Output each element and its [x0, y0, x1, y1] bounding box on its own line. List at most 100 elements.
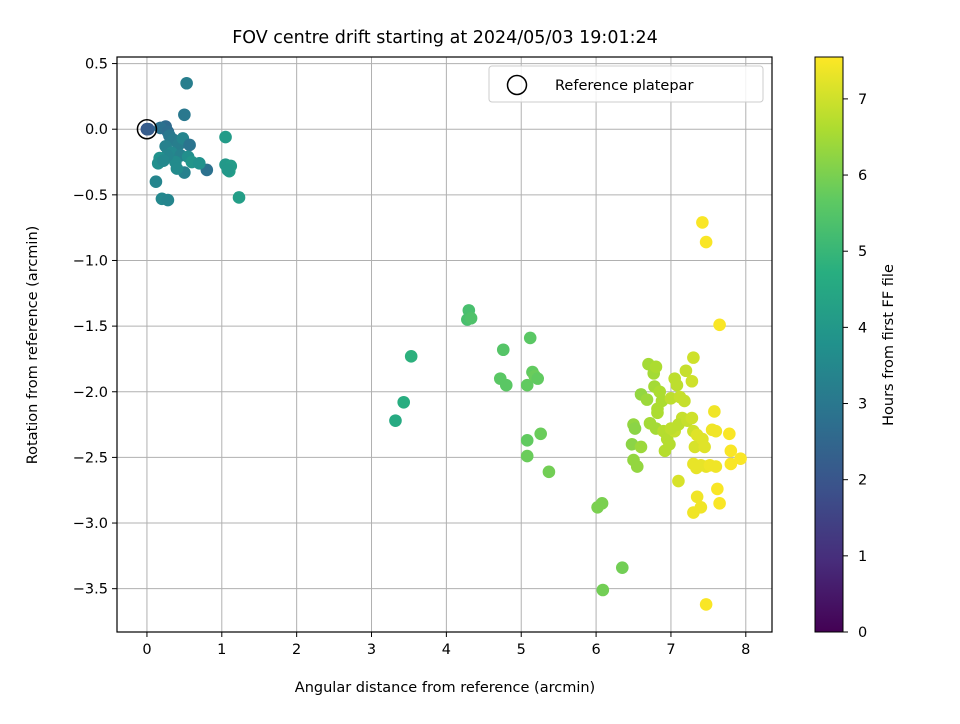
data-point [193, 157, 206, 170]
data-point [709, 460, 723, 473]
colorbar-tick-label: 3 [858, 397, 867, 413]
x-tick-label: 4 [442, 642, 451, 658]
legend-reference-label: Reference platepar [555, 78, 693, 94]
reference-platepar-marker [136, 118, 158, 140]
data-point [221, 163, 235, 177]
colorbar-tick-label: 6 [858, 168, 867, 184]
colorbar-tick-label: 7 [858, 92, 867, 108]
data-point [640, 393, 654, 406]
y-tick-label: 0.0 [85, 122, 108, 138]
data-point [499, 378, 513, 392]
data-point [404, 350, 418, 363]
data-point [397, 395, 411, 409]
data-point [596, 583, 610, 597]
data-point [183, 138, 196, 152]
data-point [685, 411, 699, 425]
data-point [157, 154, 170, 168]
data-point [713, 497, 726, 510]
grid-lines [117, 57, 772, 632]
x-axis-label: Angular distance from reference (arcmin) [295, 680, 595, 696]
data-point [520, 378, 534, 392]
data-point [687, 506, 700, 519]
data-point [698, 440, 711, 454]
data-point [161, 193, 175, 207]
plot-frame [116, 56, 773, 633]
data-point [170, 162, 184, 175]
data-point [664, 422, 678, 435]
data-point [672, 474, 685, 488]
data-point [520, 434, 534, 447]
data-point [178, 108, 191, 122]
data-point [685, 374, 699, 388]
data-point [713, 318, 726, 332]
legend-box [488, 65, 764, 103]
data-point [708, 405, 721, 418]
data-point [628, 422, 642, 435]
data-point [678, 394, 691, 408]
colorbar-tick-label: 1 [858, 549, 867, 565]
data-point [142, 122, 155, 136]
y-tick-label: −3.5 [73, 582, 108, 598]
data-point [724, 444, 738, 458]
legend: Reference platepar [488, 65, 764, 103]
colorbar-gradient [814, 56, 844, 633]
x-tick-label: 6 [591, 642, 600, 658]
data-point [734, 452, 747, 466]
data-point [389, 414, 402, 427]
data-point [649, 360, 663, 374]
data-point [696, 216, 709, 229]
data-point [670, 378, 684, 392]
colorbar-tick-label: 2 [858, 473, 867, 489]
data-point [679, 364, 693, 378]
chart-title: FOV centre drift starting at 2024/05/03 … [232, 28, 658, 48]
y-tick-label: −1.5 [73, 319, 108, 335]
data-point [534, 427, 547, 441]
data-point [663, 437, 676, 451]
data-point [595, 497, 609, 510]
data-point [630, 460, 644, 473]
data-point [690, 490, 704, 504]
data-point [688, 440, 702, 454]
data-point [542, 465, 556, 479]
reference-marker-layer [136, 118, 158, 140]
colorbar-tick-label: 4 [858, 320, 867, 336]
data-points [140, 76, 747, 611]
data-point [651, 406, 664, 420]
data-point [149, 175, 163, 189]
data-point [615, 561, 629, 574]
x-tick-label: 7 [666, 642, 675, 658]
y-axis-ticks: 0.5 0.0 −0.5 −1.0 −1.5 −2.0 −2.5 −3.0 −3.5 [73, 57, 117, 598]
y-tick-label: −2.5 [73, 450, 108, 466]
colorbar-ticks: 0 1 2 3 4 5 6 7 [843, 92, 867, 641]
data-point [699, 598, 713, 611]
x-tick-label: 3 [367, 642, 376, 658]
data-point [531, 372, 544, 385]
data-point [520, 449, 534, 463]
y-tick-label: −2.0 [73, 385, 108, 401]
x-tick-label: 0 [142, 642, 151, 658]
data-point [699, 235, 713, 249]
y-tick-label: 0.5 [85, 57, 108, 73]
x-tick-label: 2 [292, 642, 301, 658]
x-tick-label: 8 [741, 642, 750, 658]
colorbar: 0 1 2 3 4 5 6 7 Hours from first FF file [814, 56, 897, 641]
data-point [687, 351, 700, 364]
y-tick-label: −3.0 [73, 516, 108, 532]
data-point [723, 427, 736, 441]
y-axis-label: Rotation from reference (arcmin) [25, 226, 41, 465]
y-tick-label: −1.0 [73, 253, 108, 269]
data-point [464, 311, 478, 325]
legend-reference-marker [506, 74, 528, 96]
data-point [219, 130, 232, 144]
data-point [724, 457, 738, 471]
x-axis-ticks: 0 1 2 3 4 5 6 7 8 [142, 632, 750, 658]
data-point [634, 440, 648, 454]
data-point [180, 76, 193, 90]
colorbar-tick-label: 0 [858, 625, 867, 641]
x-tick-label: 1 [217, 642, 226, 658]
colorbar-tick-label: 5 [858, 244, 867, 260]
data-point [711, 482, 724, 496]
data-point [523, 331, 537, 345]
